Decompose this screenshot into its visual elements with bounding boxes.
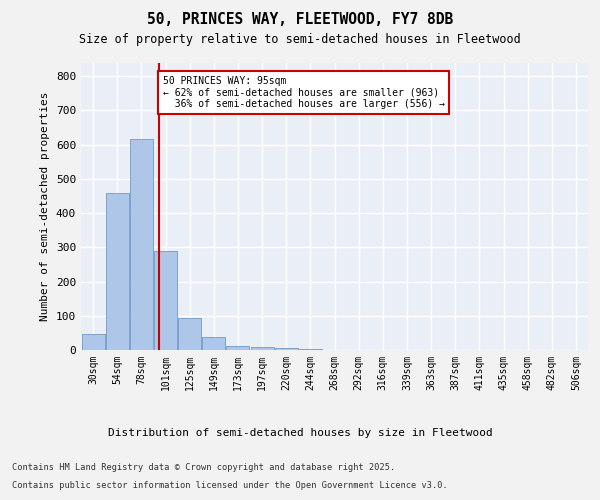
- Text: Size of property relative to semi-detached houses in Fleetwood: Size of property relative to semi-detach…: [79, 32, 521, 46]
- Bar: [226, 346, 250, 350]
- Bar: [106, 192, 128, 350]
- Text: 50 PRINCES WAY: 95sqm
← 62% of semi-detached houses are smaller (963)
  36% of s: 50 PRINCES WAY: 95sqm ← 62% of semi-deta…: [163, 76, 445, 110]
- Text: Contains HM Land Registry data © Crown copyright and database right 2025.: Contains HM Land Registry data © Crown c…: [12, 464, 395, 472]
- Bar: [202, 338, 225, 350]
- Text: 50, PRINCES WAY, FLEETWOOD, FY7 8DB: 50, PRINCES WAY, FLEETWOOD, FY7 8DB: [147, 12, 453, 28]
- Bar: [130, 139, 153, 350]
- Bar: [275, 348, 298, 350]
- Bar: [154, 250, 177, 350]
- Text: Contains public sector information licensed under the Open Government Licence v3: Contains public sector information licen…: [12, 481, 448, 490]
- Text: Distribution of semi-detached houses by size in Fleetwood: Distribution of semi-detached houses by …: [107, 428, 493, 438]
- Bar: [178, 318, 201, 350]
- Bar: [82, 334, 104, 350]
- Y-axis label: Number of semi-detached properties: Number of semi-detached properties: [40, 92, 50, 321]
- Bar: [251, 348, 274, 350]
- Bar: [299, 349, 322, 350]
